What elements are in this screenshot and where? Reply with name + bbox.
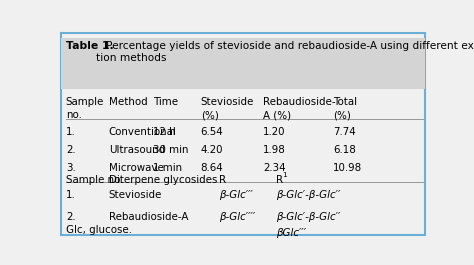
Text: 2.34: 2.34 (263, 164, 286, 173)
Text: 1: 1 (283, 172, 287, 178)
Text: Stevioside: Stevioside (201, 97, 254, 107)
Text: Percentage yields of stevioside and rebaudioside-A using different extrac-
tion : Percentage yields of stevioside and reba… (96, 41, 474, 63)
Text: βGlc′′′: βGlc′′′ (276, 228, 306, 238)
Text: 1.98: 1.98 (263, 145, 286, 155)
Text: 6.18: 6.18 (333, 145, 356, 155)
Text: 1.: 1. (66, 127, 76, 137)
Text: Rebaudioside-: Rebaudioside- (263, 97, 336, 107)
Text: β-Glc′-β-Glc′′: β-Glc′-β-Glc′′ (276, 212, 340, 222)
Text: β-Glc′′′: β-Glc′′′ (219, 190, 253, 200)
Text: β-Glc′′′′: β-Glc′′′′ (219, 212, 255, 222)
Text: 2.: 2. (66, 145, 75, 155)
Text: Glc, glucose.: Glc, glucose. (66, 225, 132, 235)
Text: Diterpene glycosides: Diterpene glycosides (109, 175, 217, 185)
Text: R: R (276, 175, 283, 185)
Text: Conventional: Conventional (109, 127, 177, 137)
Text: Method: Method (109, 97, 147, 107)
Text: 6.54: 6.54 (201, 127, 223, 137)
Text: 3.: 3. (66, 164, 76, 173)
Text: 8.64: 8.64 (201, 164, 223, 173)
Text: 30 min: 30 min (153, 145, 189, 155)
Text: Total: Total (333, 97, 357, 107)
Text: Time: Time (153, 97, 178, 107)
Text: Ultrasound: Ultrasound (109, 145, 165, 155)
Text: A (%): A (%) (263, 110, 291, 120)
Text: Stevioside: Stevioside (109, 190, 162, 200)
Text: no.: no. (66, 110, 82, 120)
Text: 4.20: 4.20 (201, 145, 223, 155)
Text: 10.98: 10.98 (333, 164, 362, 173)
Text: Table 1.: Table 1. (66, 41, 114, 51)
Text: β-Glc′-β-Glc′′: β-Glc′-β-Glc′′ (276, 190, 340, 200)
Text: 1 min: 1 min (153, 164, 182, 173)
Text: R: R (219, 175, 226, 185)
Text: Rebaudioside-A: Rebaudioside-A (109, 212, 188, 222)
Text: 1.20: 1.20 (263, 127, 286, 137)
Text: 7.74: 7.74 (333, 127, 356, 137)
Bar (61, 38, 425, 89)
Text: Microwave: Microwave (109, 164, 164, 173)
Text: (%): (%) (201, 110, 219, 120)
Text: Sample: Sample (66, 97, 104, 107)
Text: 1.: 1. (66, 190, 76, 200)
Text: 2.: 2. (66, 212, 75, 222)
Text: 12 h: 12 h (153, 127, 175, 137)
Text: (%): (%) (333, 110, 351, 120)
Text: Sample no.: Sample no. (66, 175, 123, 185)
